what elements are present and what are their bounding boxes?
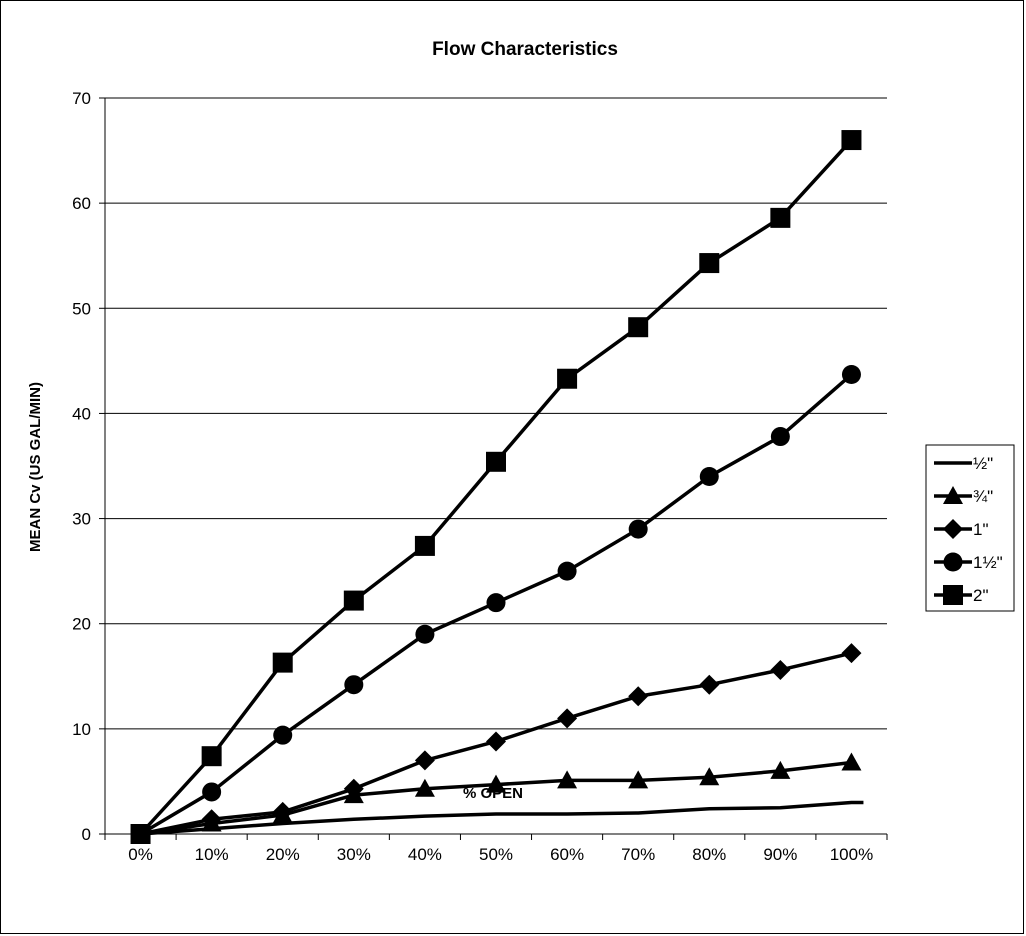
x-tick-label: 30% (337, 845, 371, 864)
series-line (139, 138, 853, 836)
legend-marker (943, 585, 963, 605)
data-point (344, 675, 364, 695)
data-point (699, 467, 719, 487)
series-group (130, 130, 864, 844)
legend-label: 2" (973, 586, 989, 605)
data-point (272, 801, 293, 822)
data-point (770, 207, 791, 228)
data-point (486, 593, 506, 613)
y-tick-label: 30 (72, 510, 91, 529)
x-tick-label: 20% (266, 845, 300, 864)
legend-marker (943, 486, 963, 504)
data-point (770, 659, 791, 680)
data-point (343, 778, 364, 799)
data-point (557, 708, 578, 729)
data-point (628, 770, 649, 789)
data-point (201, 809, 222, 830)
data-point (557, 368, 578, 389)
data-point (414, 535, 435, 556)
data-point (486, 451, 506, 472)
data-point (201, 746, 222, 767)
series-line (140, 800, 864, 836)
legend-label: ½" (973, 454, 993, 473)
y-tick-label: 70 (72, 89, 91, 108)
x-tick-label: 0% (128, 845, 153, 864)
legend-label: ¾" (973, 487, 993, 506)
data-point (770, 760, 791, 779)
data-point (628, 686, 649, 707)
y-tick-label: 60 (72, 194, 91, 213)
gridlines (105, 97, 887, 730)
x-tick-label: 60% (550, 845, 584, 864)
data-point (628, 317, 649, 338)
x-tick-label: 40% (408, 845, 442, 864)
legend-label: 1" (973, 520, 989, 539)
data-point (841, 752, 862, 771)
data-point (130, 824, 151, 844)
data-point (699, 253, 720, 274)
axes: 0 10 20 30 40 50 60 70 0% 10% 20% 30% 40% 50% 60% 70% 80… (72, 89, 888, 864)
x-tick-label: 10% (195, 845, 229, 864)
y-tick-label: 50 (72, 299, 91, 318)
x-tick-label: 80% (692, 845, 726, 864)
legend-label: 1½" (973, 553, 1003, 572)
data-point (272, 652, 293, 673)
data-point (202, 782, 222, 802)
data-point (699, 767, 720, 786)
data-point (841, 643, 862, 664)
data-point (628, 519, 648, 539)
y-tick-label: 10 (72, 720, 91, 739)
chart-title: Flow Characteristics (432, 39, 618, 60)
x-tick-label: 100% (830, 845, 873, 864)
y-tick-label: 0 (82, 825, 91, 844)
data-point (770, 427, 790, 447)
x-tick-label: 90% (763, 845, 797, 864)
data-point (273, 725, 293, 745)
data-point (557, 561, 577, 581)
data-point (841, 130, 862, 151)
y-tick-label: 20 (72, 615, 91, 634)
data-point (486, 774, 506, 793)
x-tick-label: 70% (621, 845, 655, 864)
legend-marker (943, 519, 963, 539)
x-tick-label: 50% (479, 845, 513, 864)
data-point (414, 778, 435, 797)
legend: ½" ¾" 1" 1½" 2" (925, 444, 1015, 612)
y-axis-title: MEAN Cv (US GAL/MIN) (27, 382, 44, 552)
y-tick-label: 40 (72, 404, 91, 423)
data-point (699, 674, 720, 695)
x-axis-title: % OPEN (463, 785, 523, 802)
data-point (343, 590, 364, 611)
data-point (486, 731, 506, 752)
data-point (415, 624, 435, 644)
data-point (557, 770, 578, 789)
data-point (414, 750, 435, 771)
legend-marker (943, 552, 963, 572)
data-point (841, 365, 861, 385)
